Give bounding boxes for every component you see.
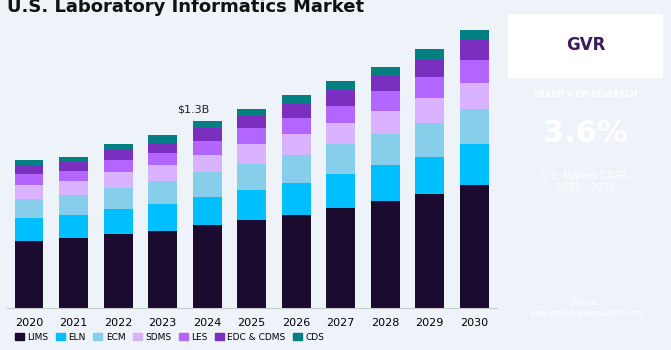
- Bar: [371, 67, 400, 76]
- Bar: [103, 173, 132, 188]
- Bar: [103, 209, 132, 234]
- Text: GRAND VIEW RESEARCH: GRAND VIEW RESEARCH: [533, 90, 637, 99]
- Bar: [371, 76, 400, 91]
- Bar: [15, 199, 44, 218]
- Bar: [193, 197, 221, 225]
- Bar: [237, 144, 266, 164]
- Bar: [103, 160, 132, 173]
- Bar: [415, 194, 444, 308]
- Bar: [148, 135, 177, 142]
- Bar: [237, 220, 266, 308]
- Bar: [148, 142, 177, 153]
- Bar: [460, 60, 488, 83]
- Bar: [415, 77, 444, 98]
- Bar: [103, 149, 132, 160]
- Bar: [59, 238, 88, 308]
- Bar: [148, 181, 177, 204]
- Bar: [282, 134, 311, 155]
- Bar: [282, 95, 311, 104]
- Bar: [282, 215, 311, 308]
- Bar: [193, 173, 221, 197]
- Bar: [282, 155, 311, 183]
- Text: GVR: GVR: [566, 36, 605, 55]
- Bar: [15, 241, 44, 308]
- Bar: [282, 104, 311, 118]
- Bar: [326, 81, 355, 90]
- Bar: [15, 218, 44, 241]
- Bar: [282, 118, 311, 134]
- Bar: [415, 156, 444, 194]
- Bar: [237, 116, 266, 128]
- Bar: [15, 160, 44, 166]
- Text: U.S. Market CAGR,
2025 - 2030: U.S. Market CAGR, 2025 - 2030: [541, 171, 630, 193]
- Bar: [193, 128, 221, 141]
- Bar: [148, 166, 177, 181]
- Bar: [193, 225, 221, 308]
- Bar: [415, 49, 444, 60]
- Bar: [415, 98, 444, 123]
- Bar: [371, 201, 400, 308]
- Bar: [326, 208, 355, 308]
- Bar: [193, 155, 221, 173]
- Bar: [59, 181, 88, 195]
- Bar: [237, 109, 266, 116]
- Text: Source:
www.grandviewresearch.com: Source: www.grandviewresearch.com: [529, 298, 642, 318]
- Bar: [326, 90, 355, 106]
- Bar: [193, 121, 221, 128]
- Legend: LIMS, ELN, ECM, SDMS, LES, EDC & CDMS, CDS: LIMS, ELN, ECM, SDMS, LES, EDC & CDMS, C…: [11, 329, 328, 345]
- Bar: [460, 40, 488, 60]
- Bar: [237, 128, 266, 144]
- Bar: [15, 174, 44, 185]
- Bar: [59, 171, 88, 181]
- Bar: [237, 190, 266, 220]
- Text: 3.6%: 3.6%: [543, 119, 628, 147]
- Bar: [148, 231, 177, 308]
- Bar: [460, 185, 488, 308]
- Bar: [59, 156, 88, 162]
- Bar: [326, 144, 355, 174]
- Bar: [415, 123, 444, 156]
- Bar: [326, 123, 355, 144]
- Bar: [15, 185, 44, 199]
- Bar: [148, 153, 177, 166]
- Bar: [59, 162, 88, 171]
- Bar: [103, 144, 132, 149]
- Bar: [371, 166, 400, 201]
- Bar: [103, 188, 132, 209]
- Bar: [148, 204, 177, 231]
- Bar: [371, 111, 400, 134]
- Text: U.S. Laboratory Informatics Market: U.S. Laboratory Informatics Market: [7, 0, 364, 16]
- Bar: [193, 141, 221, 155]
- Bar: [59, 195, 88, 215]
- Bar: [237, 164, 266, 190]
- Bar: [326, 174, 355, 208]
- Bar: [460, 83, 488, 109]
- Bar: [371, 91, 400, 111]
- Bar: [282, 183, 311, 215]
- Bar: [15, 166, 44, 174]
- Bar: [326, 106, 355, 123]
- Bar: [460, 30, 488, 40]
- Bar: [460, 109, 488, 144]
- Bar: [415, 60, 444, 77]
- Bar: [103, 234, 132, 308]
- Bar: [460, 144, 488, 185]
- Text: $1.3B: $1.3B: [178, 104, 210, 114]
- Bar: [59, 215, 88, 238]
- FancyBboxPatch shape: [509, 14, 662, 77]
- Bar: [371, 134, 400, 166]
